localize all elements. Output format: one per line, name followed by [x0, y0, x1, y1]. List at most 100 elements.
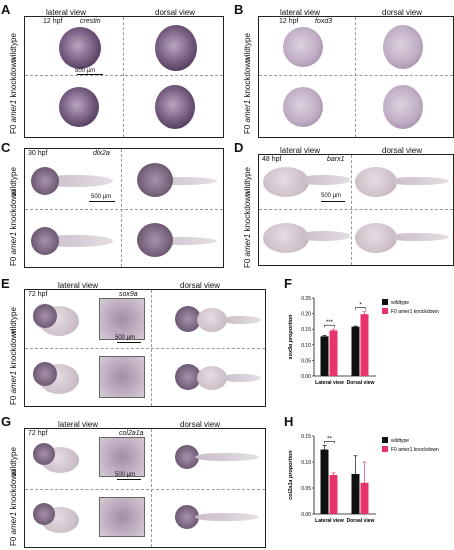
- significance-label: **: [327, 436, 332, 442]
- view-label-dorsal-g: dorsal view: [180, 420, 221, 429]
- gene-label: crestin: [80, 18, 101, 25]
- panel-c-image: 30 hpf dlx2a 500 µm: [24, 148, 224, 268]
- bar: [360, 314, 369, 376]
- legend-swatch: [382, 299, 388, 305]
- yolk-ko-dorsal: [197, 366, 227, 390]
- significance-bracket: [324, 324, 335, 328]
- y-tick-label: 0.05: [301, 358, 311, 364]
- larva-ko-dorsal: [223, 374, 261, 382]
- x-tick-label: Dorsal view: [347, 518, 375, 524]
- embryo-wt-dorsal: [383, 25, 423, 69]
- panel-label-f: F: [284, 276, 292, 291]
- scale-label: 500 µm: [115, 472, 136, 478]
- view-label-lateral-d: lateral view: [280, 146, 321, 155]
- significance-bracket: [324, 441, 335, 444]
- significance-label: ***: [326, 320, 334, 326]
- larva-ko-lateral: [299, 231, 351, 241]
- view-label-dorsal-a: dorsal view: [155, 8, 196, 17]
- inset-wt: [99, 298, 145, 340]
- bar: [329, 475, 338, 514]
- embryo-wt-dorsal: [155, 25, 197, 71]
- bar: [351, 473, 360, 514]
- embryo-wt-lateral: [59, 27, 101, 69]
- y-axis-label: sox9a proportion: [288, 314, 294, 360]
- yolk-wt-dorsal: [197, 308, 227, 332]
- x-tick-label: Lateral view: [315, 380, 344, 386]
- gene-label: sox9a: [119, 291, 138, 298]
- larva-ko-lateral: [41, 235, 113, 247]
- view-label-lateral-b: lateral view: [280, 8, 321, 17]
- scale-bar: [117, 342, 141, 343]
- y-tick-label: 0.25: [301, 296, 311, 302]
- y-tick-label: 0.10: [301, 343, 311, 349]
- significance-label: *: [359, 303, 362, 309]
- legend-label: wildtype: [391, 300, 409, 306]
- head-wt-dorsal: [175, 306, 201, 332]
- scale-label: 500 µm: [91, 194, 112, 200]
- y-tick-label: 0.15: [301, 327, 311, 333]
- panel-g-image: 72 hpf col2a1a 500 µm: [24, 428, 266, 548]
- x-tick-label: Dorsal view: [347, 380, 375, 386]
- panel-a-image: 12 hpf crestin 500 µm: [24, 16, 224, 138]
- bar: [351, 326, 360, 376]
- head-wt-dorsal: [137, 163, 173, 197]
- embryo-wt-lateral: [283, 27, 323, 67]
- stage-label: 72 hpf: [28, 291, 48, 298]
- larva-wt-dorsal: [195, 453, 259, 461]
- gene-label: dlx2a: [93, 150, 110, 157]
- view-label-lateral-e: lateral view: [58, 281, 99, 290]
- scale-bar: [89, 201, 115, 202]
- row-label-ko-d: F0 amer1 knockdown: [243, 191, 252, 269]
- head-ko-lateral: [33, 503, 55, 525]
- y-tick-label: 0.00: [301, 512, 311, 518]
- larva-wt-lateral: [41, 175, 113, 187]
- significance-bracket: [355, 307, 366, 310]
- head-wt-lateral: [31, 167, 59, 195]
- row-label-ko-a: F0 amer1 knockdown: [9, 57, 18, 135]
- larva-ko-dorsal: [389, 233, 449, 241]
- view-label-lateral-g: lateral view: [58, 420, 99, 429]
- gene-label: col2a1a: [119, 430, 144, 437]
- scale-bar: [77, 74, 103, 75]
- stage-label: 72 hpf: [28, 430, 48, 437]
- stage-label: 12 hpf: [43, 18, 63, 25]
- bar: [329, 330, 338, 376]
- panel-b-image: 12 hpf foxd3: [258, 16, 454, 138]
- embryo-ko-lateral: [59, 87, 99, 127]
- y-tick-label: 0.05: [301, 486, 311, 492]
- larva-wt-dorsal: [389, 177, 449, 185]
- panel-label-d: D: [234, 140, 244, 155]
- chart-f: 0.00 0.05 0.10 0.15 0.20 0.25 sox9a proportion…: [288, 296, 439, 386]
- legend-swatch: [382, 446, 388, 452]
- legend-label: F0 amer1 knockdown: [391, 309, 439, 315]
- legend-swatch: [382, 437, 388, 443]
- bar: [320, 336, 329, 376]
- row-label-ko-c: F0 amer1 knockdown: [9, 189, 18, 267]
- stage-label: 12 hpf: [279, 18, 299, 25]
- stage-label: 48 hpf: [262, 156, 282, 163]
- gene-label: barx1: [327, 156, 345, 163]
- stage-label: 30 hpf: [28, 150, 48, 157]
- inset-ko: [99, 356, 145, 398]
- scale-label: 500 µm: [115, 335, 136, 341]
- larva-ko-dorsal: [143, 237, 217, 245]
- panel-label-e: E: [1, 276, 10, 291]
- head-ko-dorsal: [175, 364, 201, 390]
- scale-bar: [117, 479, 141, 480]
- y-axis-label: col2a1a proportion: [288, 450, 294, 500]
- view-label-dorsal-e: dorsal view: [180, 281, 221, 290]
- scale-bar: [321, 201, 345, 202]
- head-ko-lateral: [31, 227, 59, 255]
- panel-d-image: 48 hpf barx1 500 µm: [258, 154, 454, 266]
- scale-label: 500 µm: [321, 193, 342, 199]
- y-tick-label: 0.20: [301, 312, 311, 318]
- y-tick-label: 0.15: [301, 434, 311, 440]
- panel-label-g: G: [1, 414, 12, 429]
- panel-label-b: B: [234, 2, 244, 17]
- head-wt-lateral: [33, 304, 57, 328]
- embryo-ko-dorsal: [383, 85, 423, 129]
- legend-label: wildtype: [391, 438, 409, 444]
- panel-label-a: A: [1, 2, 11, 17]
- x-tick-label: Lateral view: [315, 518, 344, 524]
- legend-swatch: [382, 308, 388, 314]
